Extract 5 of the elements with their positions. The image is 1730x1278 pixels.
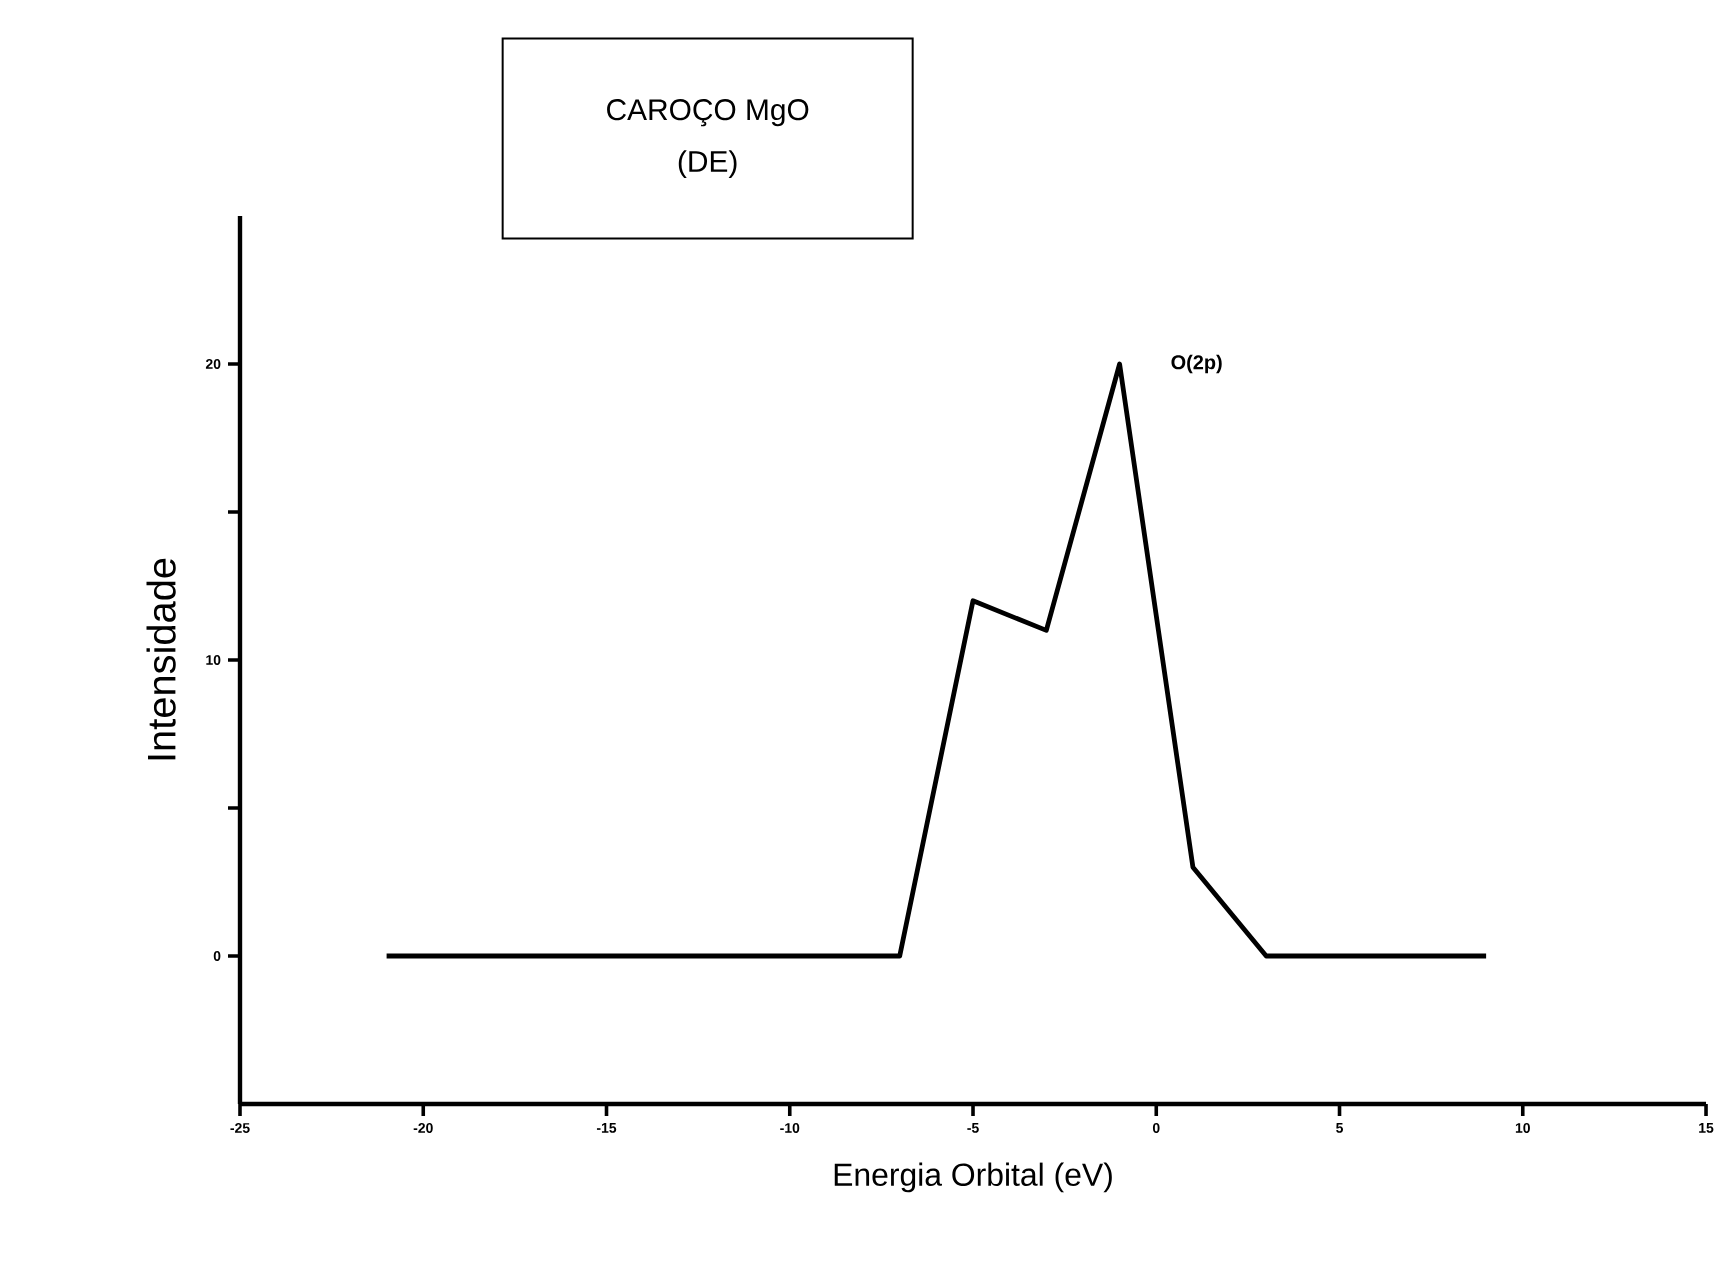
annotation: O(2p): [1171, 354, 1222, 374]
x-axis-title: Energia Orbital (eV): [834, 1162, 1112, 1193]
chart-title: CAROÇO MgO: [607, 99, 809, 127]
chart-subtitle: (DE): [678, 150, 737, 178]
y-axis-title: Intensidade: [146, 558, 176, 760]
